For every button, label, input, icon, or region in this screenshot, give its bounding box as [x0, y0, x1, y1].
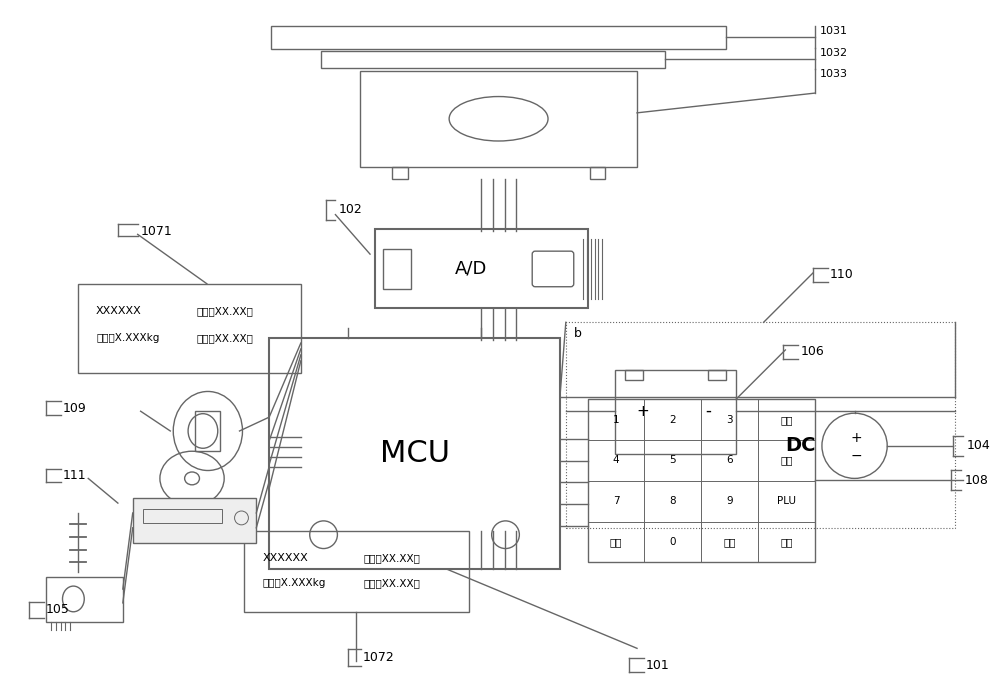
Text: -: -: [705, 403, 711, 421]
Text: 7: 7: [613, 496, 619, 506]
Text: MCU: MCU: [380, 439, 450, 468]
Text: 105: 105: [46, 603, 70, 616]
Bar: [701, 522, 758, 562]
Text: 2: 2: [670, 415, 676, 425]
Bar: [78, 284, 301, 373]
Bar: [321, 51, 665, 69]
Bar: [644, 522, 701, 562]
Text: 去皮: 去皮: [780, 415, 793, 425]
Bar: [271, 26, 726, 49]
Bar: [269, 338, 560, 569]
Bar: [644, 481, 701, 522]
Text: b: b: [574, 328, 582, 340]
Bar: [590, 167, 605, 179]
Bar: [375, 230, 588, 308]
Bar: [588, 399, 815, 562]
Text: 101: 101: [646, 659, 670, 672]
Text: A/D: A/D: [455, 260, 487, 278]
Bar: [758, 481, 815, 522]
Text: 设置: 设置: [723, 537, 736, 547]
Bar: [758, 399, 815, 440]
Text: DC: DC: [785, 437, 815, 455]
Bar: [708, 370, 726, 380]
Bar: [392, 167, 408, 179]
Text: 单价：XX.XX元: 单价：XX.XX元: [197, 307, 254, 316]
Text: 4: 4: [613, 455, 619, 466]
Bar: [701, 399, 758, 440]
Bar: [588, 440, 644, 481]
Bar: [588, 481, 644, 522]
Text: 6: 6: [726, 455, 733, 466]
Text: 1033: 1033: [820, 69, 848, 79]
Text: 打印: 打印: [780, 537, 793, 547]
Bar: [644, 399, 701, 440]
Text: PLU: PLU: [777, 496, 796, 506]
Bar: [143, 509, 222, 523]
Bar: [244, 531, 469, 612]
Bar: [566, 322, 955, 528]
Bar: [195, 412, 220, 450]
Text: 106: 106: [800, 346, 824, 358]
Text: +: +: [637, 404, 649, 418]
Text: 9: 9: [726, 496, 733, 506]
Text: 0: 0: [670, 537, 676, 547]
Bar: [701, 440, 758, 481]
Text: 置零: 置零: [780, 455, 793, 466]
Text: 1071: 1071: [141, 225, 172, 238]
Bar: [133, 498, 256, 543]
Text: 111: 111: [63, 469, 86, 482]
Bar: [360, 71, 637, 167]
Text: 1: 1: [613, 415, 619, 425]
Text: 104: 104: [966, 439, 990, 452]
Bar: [46, 577, 123, 622]
Bar: [701, 481, 758, 522]
Text: 单价：XX.XX元: 单价：XX.XX元: [363, 553, 420, 564]
Text: 称量：X.XXXkg: 称量：X.XXXkg: [96, 333, 160, 343]
Bar: [615, 370, 736, 454]
Text: 108: 108: [964, 474, 988, 487]
Text: 5: 5: [670, 455, 676, 466]
Text: 金额：XX.XX元: 金额：XX.XX元: [197, 333, 254, 343]
Text: −: −: [851, 449, 862, 463]
Text: 8: 8: [670, 496, 676, 506]
Text: 称量：X.XXXkg: 称量：X.XXXkg: [262, 578, 326, 588]
Text: 110: 110: [830, 269, 854, 281]
Text: 102: 102: [338, 203, 362, 216]
Text: 3: 3: [726, 415, 733, 425]
Text: XXXXXX: XXXXXX: [262, 553, 308, 564]
Bar: [383, 249, 411, 289]
Text: 金额：XX.XX元: 金额：XX.XX元: [363, 578, 420, 588]
Text: 1031: 1031: [820, 26, 848, 36]
Bar: [588, 522, 644, 562]
Bar: [758, 440, 815, 481]
Bar: [644, 440, 701, 481]
Text: 1032: 1032: [820, 48, 848, 58]
Text: XXXXXX: XXXXXX: [96, 307, 142, 316]
Bar: [758, 522, 815, 562]
Bar: [625, 370, 643, 380]
Text: 109: 109: [63, 402, 86, 415]
Text: 消除: 消除: [610, 537, 622, 547]
Text: +: +: [851, 431, 862, 445]
Text: 1072: 1072: [363, 651, 395, 663]
Bar: [588, 399, 644, 440]
